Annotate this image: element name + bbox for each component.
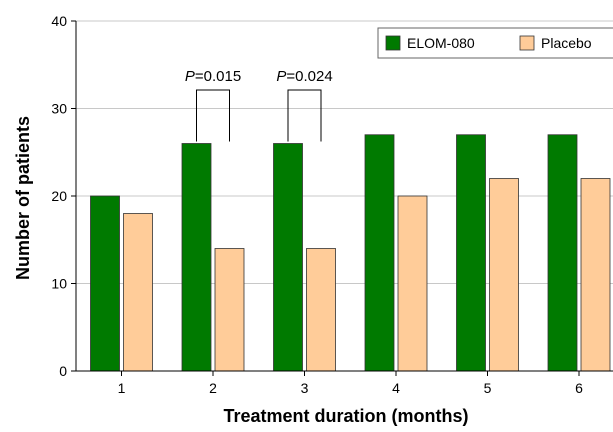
bar-placebo — [580, 178, 611, 372]
bars — [90, 134, 611, 372]
bar-placebo — [397, 195, 428, 372]
significance-bracket — [287, 89, 322, 142]
bar-elom-080 — [90, 195, 120, 372]
x-tick-label: 4 — [392, 380, 400, 396]
x-tick-label: 2 — [209, 380, 217, 396]
legend-box — [377, 27, 613, 59]
grid-lines — [76, 20, 613, 284]
bar-placebo — [123, 213, 153, 372]
bar-elom-080 — [547, 134, 578, 372]
bar-elom-080 — [273, 143, 303, 372]
p-value-symbol: P — [276, 68, 286, 85]
annotations: P=0.015 P=0.024 — [185, 68, 333, 142]
p-value-text: =0.024 — [286, 68, 332, 85]
x-tick-label: 1 — [118, 380, 126, 396]
legend: ELOM-080 Placebo — [377, 27, 613, 59]
bar-elom-080 — [364, 134, 395, 372]
y-tick-label: 20 — [51, 188, 67, 204]
x-axis-title: Treatment duration (months) — [223, 406, 468, 426]
axes: 0 10 20 30 40 1 2 3 4 5 6 — [51, 13, 613, 396]
y-tick-label: 40 — [51, 13, 67, 29]
legend-label: ELOM-080 — [407, 35, 475, 51]
y-tick-label: 0 — [59, 363, 67, 379]
significance-bracket — [196, 89, 230, 142]
x-tick-label: 3 — [301, 380, 309, 396]
x-tick-label: 5 — [484, 380, 492, 396]
bar-placebo — [306, 248, 336, 372]
y-axis-title: Number of patients — [13, 116, 33, 280]
p-value-text: =0.015 — [195, 68, 241, 85]
x-tick-label: 6 — [575, 380, 583, 396]
y-tick-label: 10 — [51, 276, 67, 292]
legend-swatch — [385, 35, 401, 51]
bar-elom-080 — [181, 143, 212, 372]
p-value-label: P=0.015 — [185, 68, 241, 85]
y-tick-label: 30 — [51, 101, 67, 117]
bar-placebo — [214, 248, 245, 372]
bar-placebo — [489, 178, 519, 372]
legend-swatch — [519, 35, 535, 51]
legend-label: Placebo — [541, 35, 592, 51]
p-value-symbol: P — [185, 68, 195, 85]
bar-elom-080 — [456, 134, 486, 372]
p-value-label: P=0.024 — [276, 68, 332, 85]
